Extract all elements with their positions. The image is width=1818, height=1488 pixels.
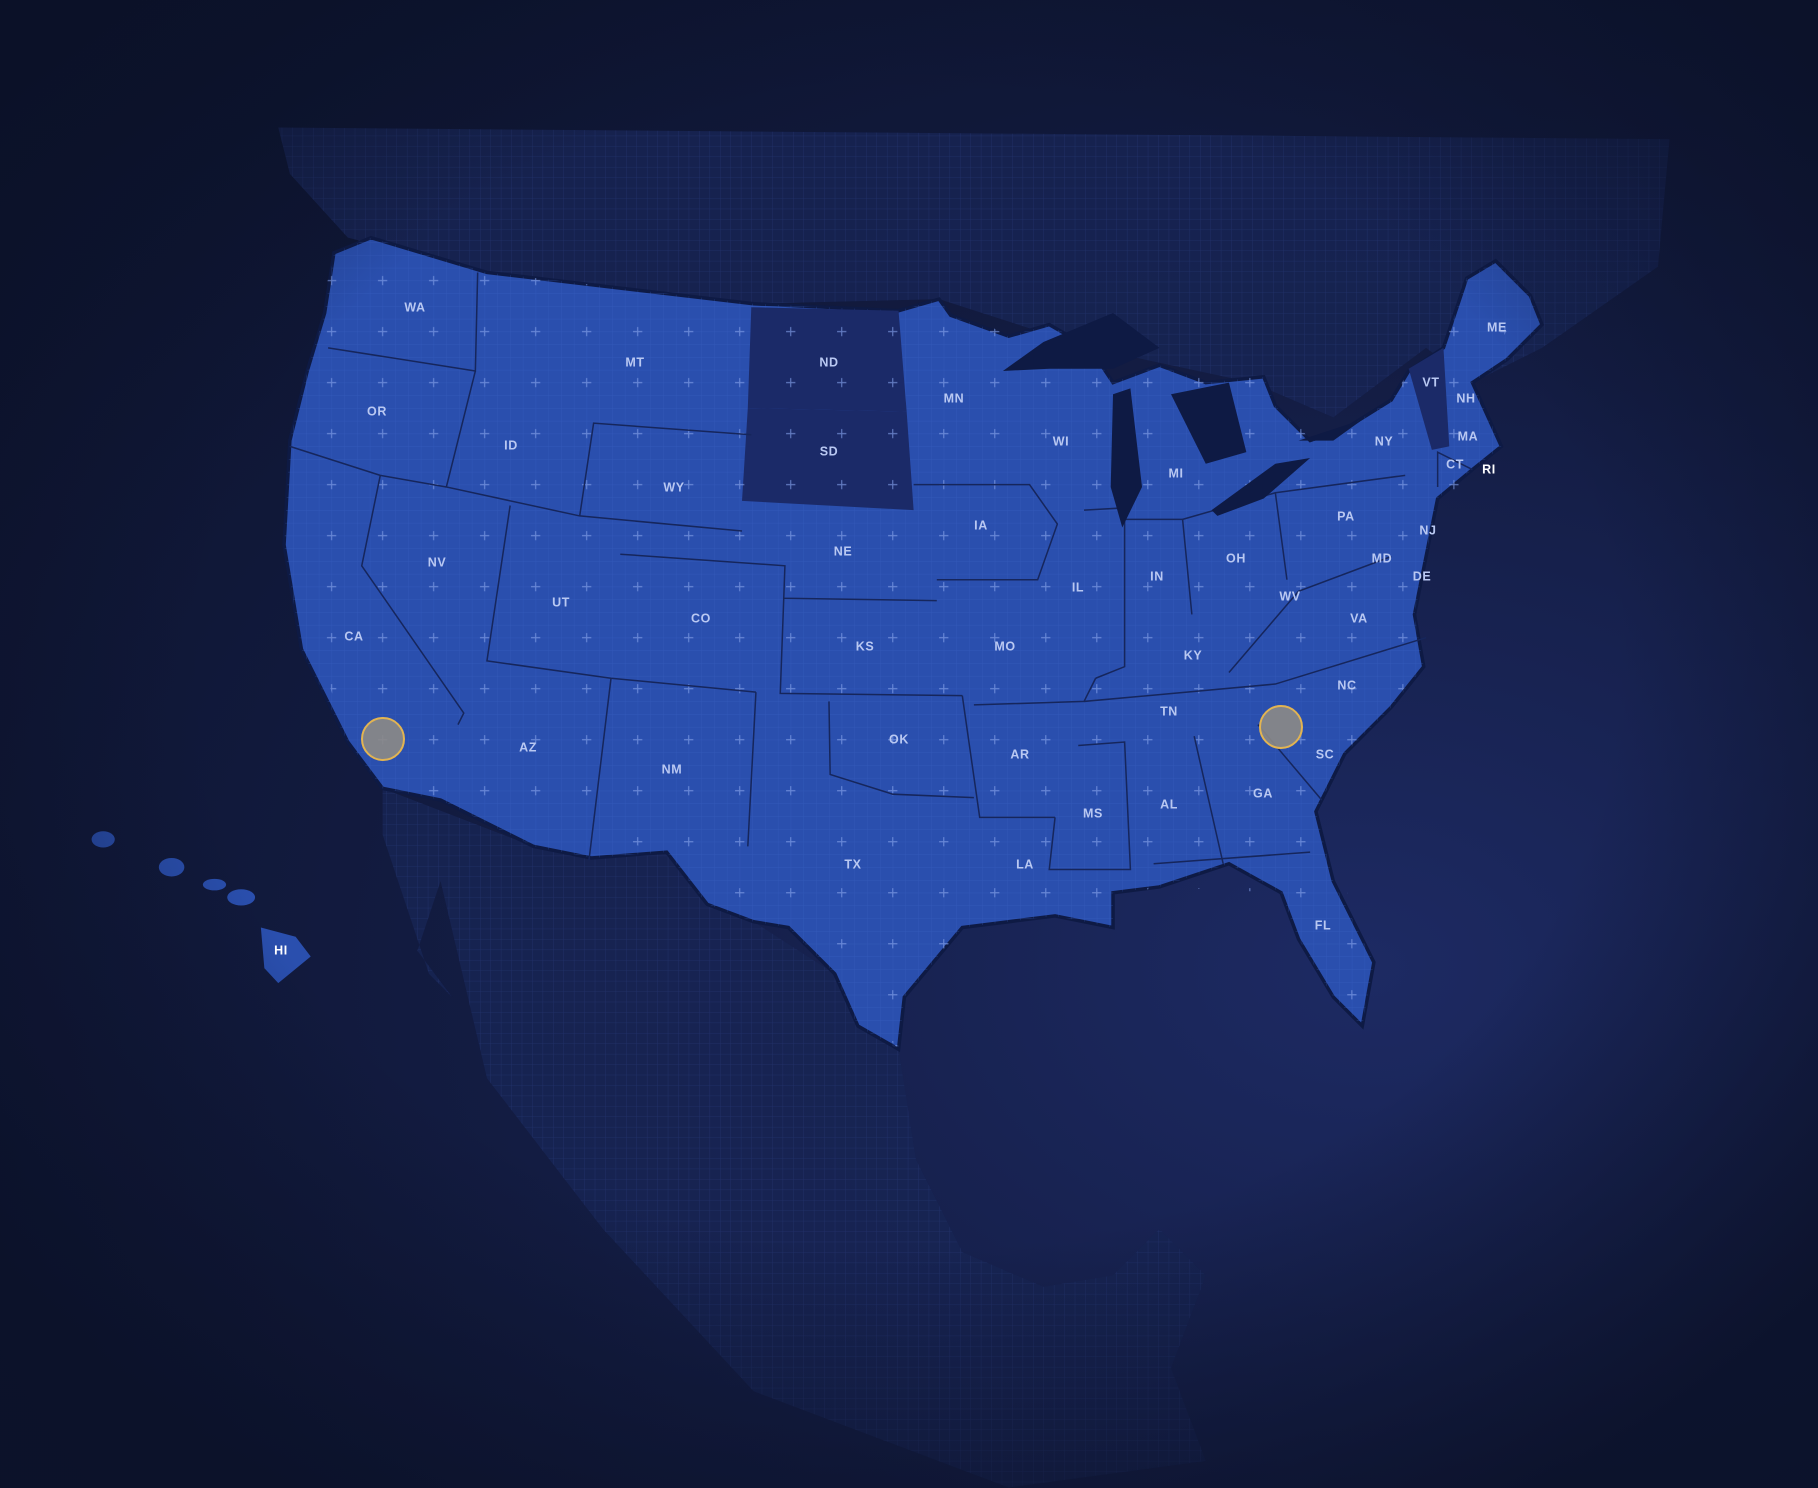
state-label-va[interactable]: VA [1350, 611, 1368, 625]
state-label-sd[interactable]: SD [820, 444, 839, 458]
state-label-az[interactable]: AZ [519, 740, 537, 754]
state-label-ut[interactable]: UT [552, 595, 570, 609]
state-label-oh[interactable]: OH [1226, 551, 1246, 565]
state-label-me[interactable]: ME [1487, 320, 1507, 334]
state-label-ia[interactable]: IA [974, 518, 988, 532]
state-label-id[interactable]: ID [504, 438, 518, 452]
state-label-tn[interactable]: TN [1160, 704, 1178, 718]
state-label-hi[interactable]: HI [274, 943, 288, 957]
state-label-ma[interactable]: MA [1458, 429, 1479, 443]
state-label-ms[interactable]: MS [1083, 806, 1103, 820]
state-label-ar[interactable]: AR [1010, 747, 1029, 761]
state-label-nd[interactable]: ND [819, 355, 838, 369]
state-label-nc[interactable]: NC [1337, 678, 1356, 692]
state-label-ky[interactable]: KY [1184, 648, 1203, 662]
state-label-ct[interactable]: CT [1446, 457, 1464, 471]
state-label-fl[interactable]: FL [1315, 918, 1331, 932]
hawaii [91, 831, 311, 984]
state-label-tx[interactable]: TX [844, 857, 861, 871]
state-labels: WA OR CA NV ID MT WY UT CO AZ NM ND SD NE KS OK TX MN IA MO… [274, 300, 1507, 957]
state-label-in[interactable]: IN [1150, 569, 1164, 583]
state-label-mn[interactable]: MN [944, 391, 965, 405]
state-label-mo[interactable]: MO [994, 639, 1015, 653]
state-label-mi[interactable]: MI [1168, 466, 1183, 480]
state-label-ks[interactable]: KS [856, 639, 875, 653]
state-label-sc[interactable]: SC [1316, 747, 1335, 761]
state-label-vt[interactable]: VT [1422, 375, 1439, 389]
state-label-nv[interactable]: NV [428, 555, 447, 569]
state-label-co[interactable]: CO [691, 611, 711, 625]
state-label-ca[interactable]: CA [344, 629, 363, 643]
state-label-ri[interactable]: RI [1482, 462, 1496, 476]
state-label-md[interactable]: MD [1372, 551, 1393, 565]
state-label-pa[interactable]: PA [1337, 509, 1355, 523]
state-label-nm[interactable]: NM [662, 762, 683, 776]
state-label-wi[interactable]: WI [1053, 434, 1069, 448]
state-label-la[interactable]: LA [1016, 857, 1034, 871]
state-label-wv[interactable]: WV [1279, 589, 1300, 603]
state-label-ne[interactable]: NE [834, 544, 853, 558]
state-label-ny[interactable]: NY [1375, 434, 1394, 448]
state-label-nj[interactable]: NJ [1419, 523, 1436, 537]
location-marker-icon[interactable] [361, 717, 405, 761]
state-label-de[interactable]: DE [1413, 569, 1432, 583]
state-label-al[interactable]: AL [1160, 797, 1178, 811]
location-marker-icon[interactable] [1259, 705, 1303, 749]
location-marker[interactable] [361, 717, 405, 761]
state-label-ok[interactable]: OK [889, 732, 909, 746]
state-label-mt[interactable]: MT [625, 355, 644, 369]
state-label-wa[interactable]: WA [404, 300, 425, 314]
state-label-il[interactable]: IL [1072, 580, 1084, 594]
state-label-wy[interactable]: WY [663, 480, 684, 494]
state-label-nh[interactable]: NH [1456, 391, 1475, 405]
state-label-ga[interactable]: GA [1253, 786, 1273, 800]
state-label-or[interactable]: OR [367, 404, 387, 418]
location-marker[interactable] [1259, 705, 1303, 749]
